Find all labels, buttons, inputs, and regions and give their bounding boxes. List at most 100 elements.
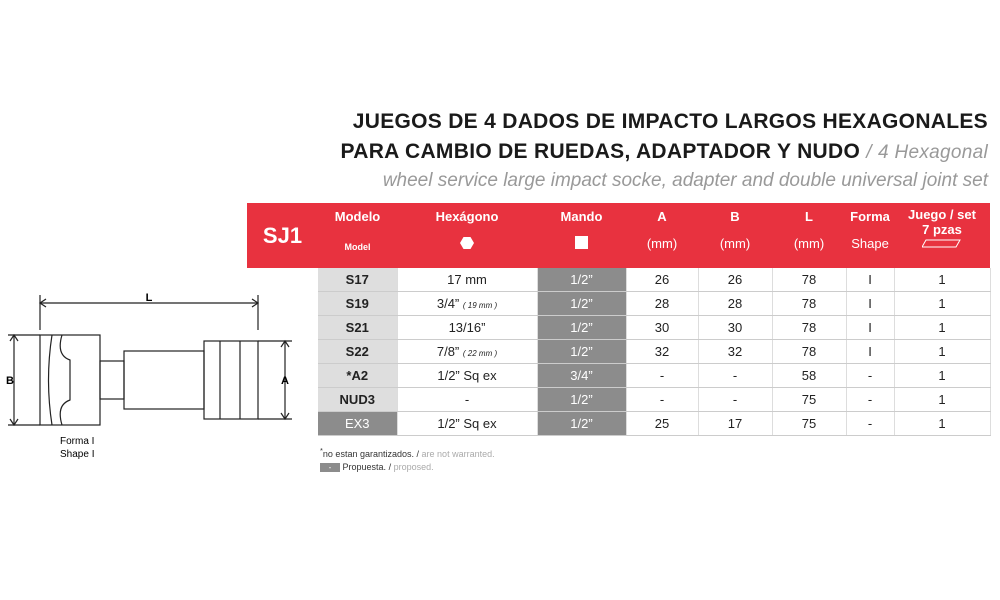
separator: / xyxy=(416,449,420,459)
hex-mm: ( 22 mm ) xyxy=(462,349,498,358)
header: B xyxy=(730,209,740,224)
l-cell: 75 xyxy=(772,387,847,412)
shape-cell: - xyxy=(846,363,895,388)
hex-cell: 1/2” Sq ex xyxy=(397,411,538,436)
b-cell: - xyxy=(698,387,773,412)
hex-icon xyxy=(460,237,474,249)
hex-cell: 7/8” ( 22 mm ) xyxy=(397,339,538,364)
l-cell: 78 xyxy=(772,268,847,292)
set-cell: 1 xyxy=(894,387,991,412)
shape-cell: I xyxy=(846,339,895,364)
header: Juego / set xyxy=(908,207,976,222)
header: Modelo xyxy=(334,209,381,224)
separator: / xyxy=(866,142,872,163)
model-cell: S19 xyxy=(318,291,398,316)
set-cell: 1 xyxy=(894,363,991,388)
note: *no estan garantizados. / are not warran… xyxy=(320,446,495,459)
table-row: EX3 1/2” Sq ex 1/2” 25 17 75-1 xyxy=(247,411,991,436)
note-text: no estan garantizados. xyxy=(322,449,414,459)
hex-value: 1/2” Sq ex xyxy=(437,368,497,383)
a-cell: - xyxy=(626,387,699,412)
hex-mm: ( 19 mm ) xyxy=(462,301,498,310)
dim-label: L xyxy=(146,292,153,304)
a-cell: 26 xyxy=(626,268,699,292)
hex-cell: 13/16” xyxy=(397,315,538,340)
b-cell: - xyxy=(698,363,773,388)
hex-cell: 1/2” Sq ex xyxy=(397,363,538,388)
dim-label: B xyxy=(6,375,14,387)
model-cell: S17 xyxy=(318,268,398,292)
model-cell: S21 xyxy=(318,315,398,340)
separator: / xyxy=(388,462,392,472)
l-cell: 75 xyxy=(772,411,847,436)
b-cell: 17 xyxy=(698,411,773,436)
drive-cell: 1/2” xyxy=(537,268,627,292)
hex-value: 1/2” Sq ex xyxy=(437,416,497,431)
table-row: *A2 1/2” Sq ex 3/4” - -58-1 xyxy=(247,363,991,388)
b-cell: 30 xyxy=(698,315,773,340)
b-cell: 28 xyxy=(698,291,773,316)
drive-cell: 1/2” xyxy=(537,387,627,412)
model-cell: S22 xyxy=(318,339,398,364)
drive-cell: 3/4” xyxy=(537,363,627,388)
square-icon xyxy=(575,236,588,249)
spec-table: SJ1 Modelo Model Hexágono Mando A (mm) B (m… xyxy=(247,203,991,436)
table-row: NUD3-1/2” - -75-1 xyxy=(247,387,991,412)
model-cell: NUD3 xyxy=(318,387,398,412)
unit: (mm) xyxy=(793,236,825,251)
set-cell: 1 xyxy=(894,268,991,292)
a-cell: - xyxy=(626,363,699,388)
star: * xyxy=(320,446,323,455)
header: Forma xyxy=(850,209,890,224)
caption: Forma I xyxy=(60,436,94,447)
set-cell: 1 xyxy=(894,411,991,436)
table-row: S17 17 mm 1/2” 26 26 78 I 1 xyxy=(247,268,991,292)
hex-value: 13/16” xyxy=(448,320,486,335)
header: 7 pzas xyxy=(922,222,962,237)
blank-cell xyxy=(247,268,318,292)
model-cell: EX3 xyxy=(318,411,398,436)
a-cell: 30 xyxy=(626,315,699,340)
note-en: are not warranted. xyxy=(421,449,495,459)
dim-label: A xyxy=(281,375,289,387)
hex-value: 3/4” xyxy=(436,296,460,311)
blank-cell xyxy=(247,291,318,316)
hex-value: 17 mm xyxy=(447,272,487,287)
header-en: Shape xyxy=(851,236,889,251)
blank-cell xyxy=(247,387,318,412)
table-row: S21 13/16” 1/2” 30 30 78 I 1 xyxy=(247,315,991,340)
hex-value: 7/8” xyxy=(436,344,460,359)
drive-cell: 1/2” xyxy=(537,291,627,316)
set-cell: 1 xyxy=(894,291,991,316)
note-en: proposed. xyxy=(393,462,434,472)
header: Mando xyxy=(560,209,603,224)
subtitle: wheel service large impact socke, adapte… xyxy=(382,170,988,191)
drive-cell: 1/2” xyxy=(537,315,627,340)
header: Hexágono xyxy=(435,209,499,224)
socket-diagram: L B A Forma I Shape I xyxy=(6,292,292,460)
hex-cell: 17 mm xyxy=(397,268,538,292)
hex-value: - xyxy=(464,392,470,407)
caption-en: Shape I xyxy=(60,449,94,460)
shape-cell: I xyxy=(846,268,895,292)
set-cell: 1 xyxy=(894,315,991,340)
blank-cell xyxy=(247,315,318,340)
title-text: JUEGOS DE 4 DADOS DE IMPACTO LARGOS HEXA… xyxy=(352,110,988,133)
b-cell: 32 xyxy=(698,339,773,364)
shape-cell: I xyxy=(846,315,895,340)
shape-cell: - xyxy=(846,387,895,412)
l-cell: 58 xyxy=(772,363,847,388)
blank-cell xyxy=(247,363,318,388)
note-text: Propuesta. xyxy=(342,462,387,472)
unit: (mm) xyxy=(646,236,678,251)
title-en: 4 Hexagonal xyxy=(878,142,988,163)
header-en: Model xyxy=(344,242,371,252)
box-icon xyxy=(921,239,961,248)
model-cell: *A2 xyxy=(318,363,398,388)
header: A xyxy=(657,209,667,224)
set-cell: 1 xyxy=(894,339,991,364)
proposed-mark: - xyxy=(320,463,340,472)
blank-cell xyxy=(247,339,318,364)
a-cell: 25 xyxy=(626,411,699,436)
